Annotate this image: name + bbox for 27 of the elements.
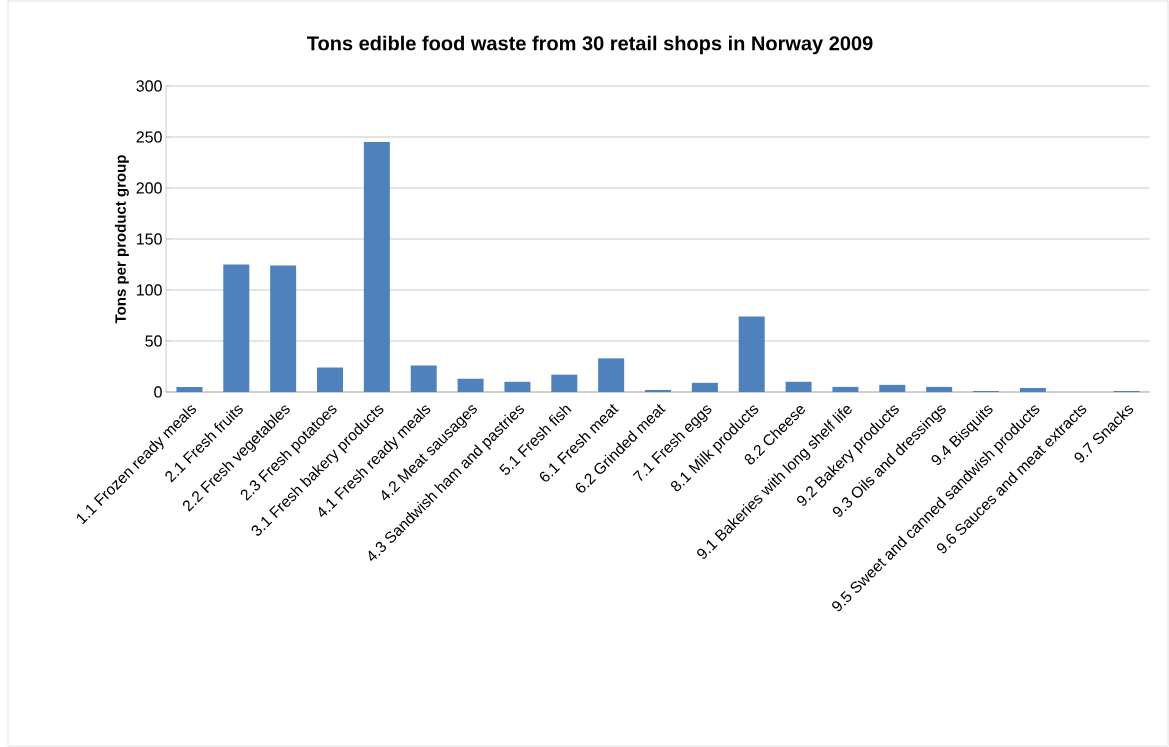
bar (832, 386, 859, 392)
y-axis-title: Tons per product group (114, 155, 129, 324)
bar (879, 384, 906, 392)
bar (645, 389, 672, 392)
y-tick-label: 250 (136, 131, 162, 143)
bar (457, 378, 484, 392)
y-tick-label: 300 (136, 80, 162, 92)
bar (410, 365, 437, 392)
bar (317, 367, 344, 392)
bar (785, 381, 812, 392)
y-tick-label: 200 (136, 182, 162, 194)
bar (363, 142, 390, 392)
bar (598, 358, 625, 392)
y-tick-label: 150 (137, 233, 162, 245)
bar (1019, 387, 1046, 392)
y-tick-label: 100 (137, 284, 162, 296)
bar (504, 381, 531, 392)
bar (551, 374, 578, 392)
bar (270, 265, 297, 392)
bar (176, 386, 203, 392)
chart-title: Tons edible food waste from 30 retail shops in Norway 2009 (307, 35, 873, 55)
bar (738, 316, 765, 392)
y-tick-label: 0 (154, 386, 162, 398)
bar (926, 386, 953, 392)
bar (691, 382, 718, 392)
bar (223, 264, 250, 392)
y-tick-label: 50 (145, 335, 162, 347)
